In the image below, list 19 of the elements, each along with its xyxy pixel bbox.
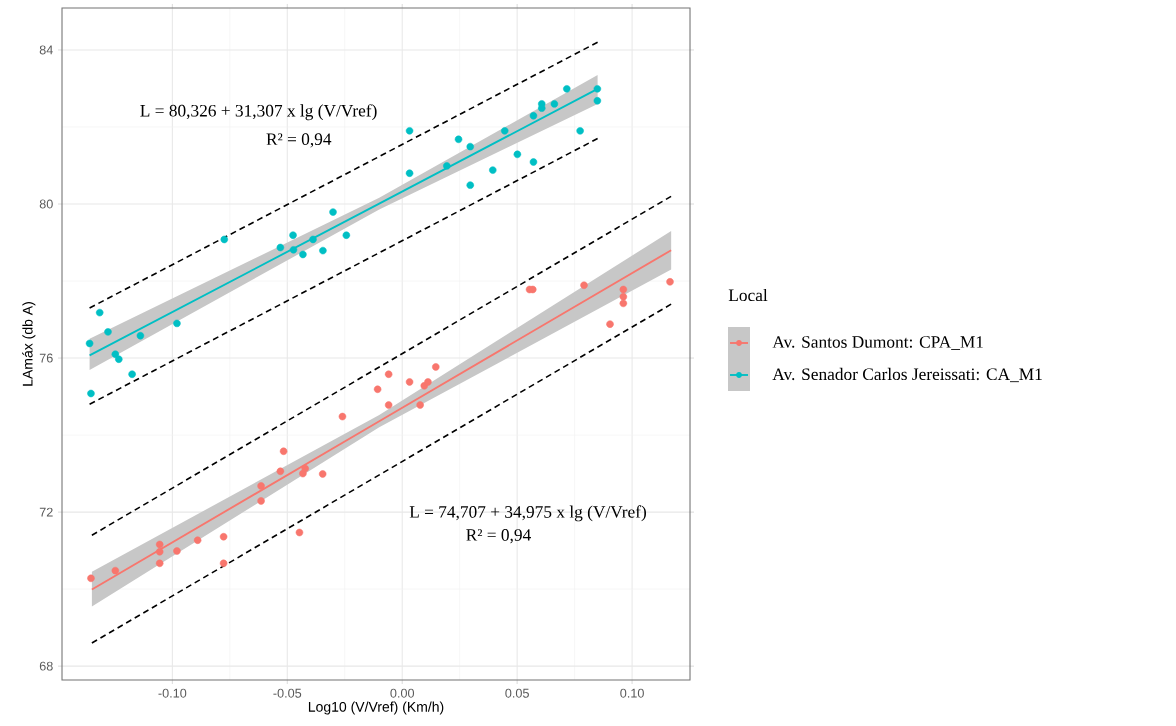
annotation: L = 80,326 + 31,307 x lg (V/Vref) (140, 104, 377, 121)
y-tick-label: 84 (39, 45, 53, 55)
annotation: L = 74,707 + 34,975 x lg (V/Vref) (409, 505, 647, 522)
y-tick-label: 80 (39, 199, 53, 209)
y-axis-title: LAmáx (db A) (22, 302, 36, 386)
x-tick-label: -0.10 (158, 688, 187, 698)
x-tick-label: -0.05 (273, 688, 302, 698)
annotation: R² = 0,94 (466, 529, 531, 544)
x-axis-title: Log10 (V/Vref) (Km/h) (308, 701, 444, 715)
x-tick-label: 0.00 (390, 688, 415, 698)
annotation: R² = 0,94 (266, 133, 332, 148)
legend-label: Av. Santos Dumont: CPA_M1 (772, 336, 983, 350)
y-tick-label: 72 (39, 507, 53, 517)
x-tick-label: 0.05 (505, 688, 529, 698)
legend-label: Av. Senador Carlos Jereissati: CA_M1 (772, 367, 1042, 383)
x-tick-label: 0.10 (620, 688, 644, 698)
legend-title: Local (728, 288, 768, 302)
y-tick-label: 76 (39, 353, 53, 363)
y-tick-label: 68 (39, 661, 53, 671)
